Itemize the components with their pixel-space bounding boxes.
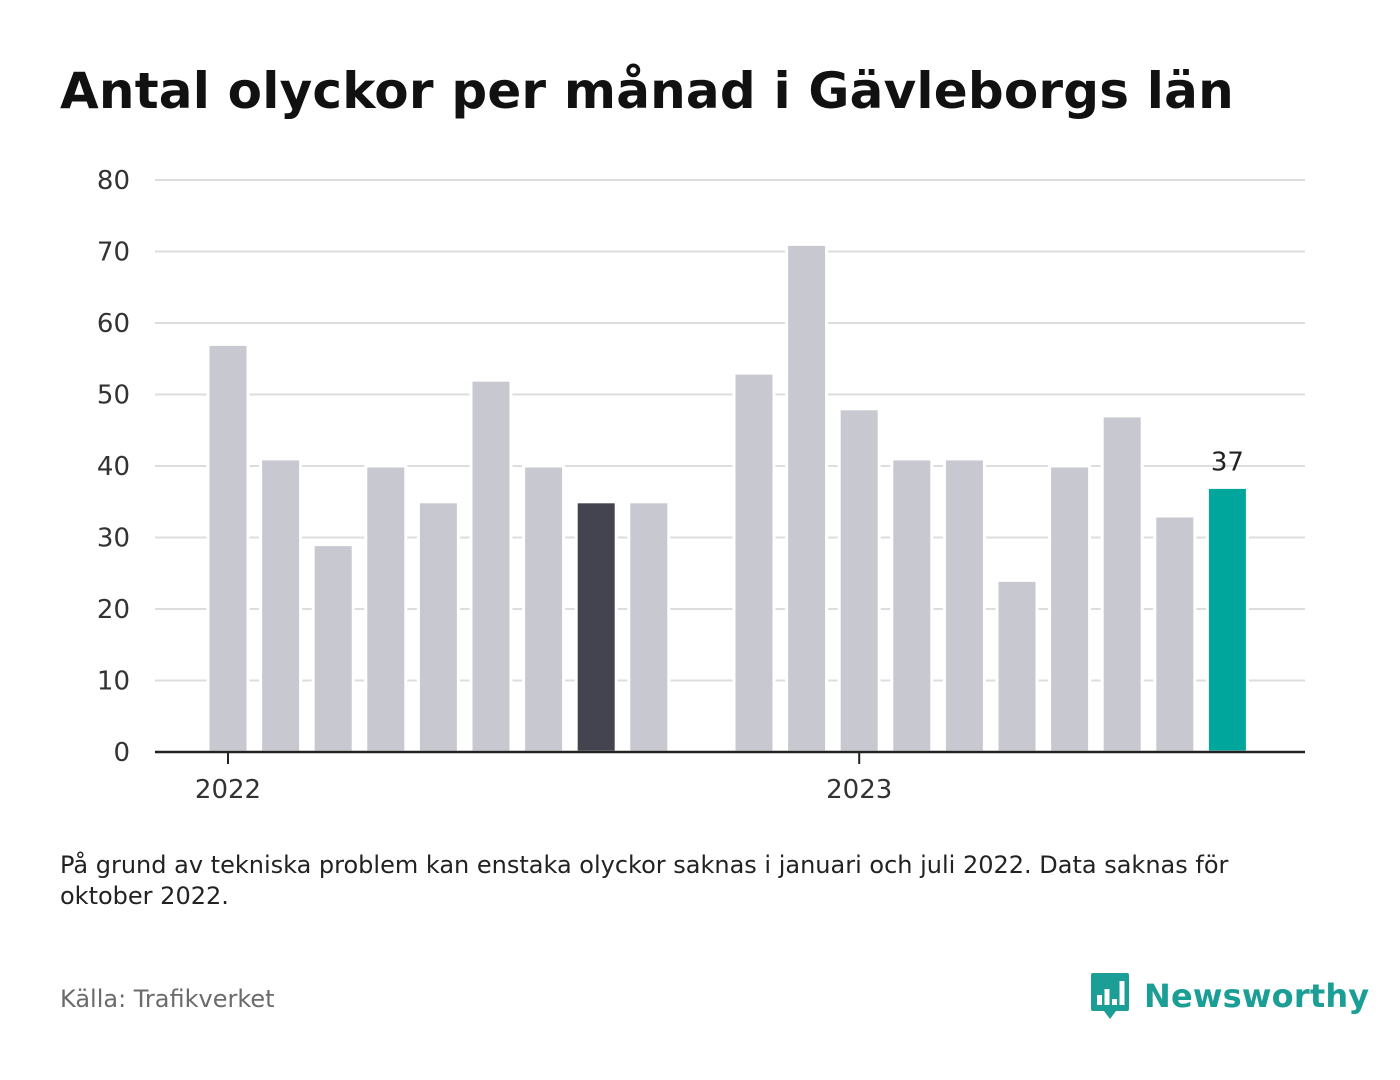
- x-tick-label: 2022: [195, 775, 261, 805]
- bar: [837, 407, 881, 754]
- bar: [942, 457, 986, 754]
- bar: [1048, 464, 1092, 754]
- bar: [1153, 514, 1197, 754]
- bar: [416, 500, 460, 754]
- brand-name: Newsworthy: [1144, 977, 1370, 1015]
- bar: [1100, 414, 1144, 754]
- bar: [732, 371, 776, 754]
- y-tick-label: 80: [97, 166, 130, 196]
- y-tick-label: 70: [97, 238, 130, 268]
- chart-note: På grund av tekniska problem kan enstaka…: [60, 851, 1229, 910]
- source-text: Källa: Trafikverket: [60, 985, 275, 1013]
- newsworthy-logo-icon: [1091, 973, 1129, 1019]
- bar: [890, 457, 934, 754]
- y-tick-label: 60: [97, 309, 130, 339]
- bar: [627, 500, 671, 754]
- bar: [522, 464, 566, 754]
- x-tick-label: 2023: [826, 775, 892, 805]
- bar-chart: 0 10 20 30 40 50 60 70 80 2022 2023 37: [97, 166, 1305, 805]
- bar: [311, 543, 355, 754]
- bar: [995, 578, 1039, 754]
- bar: [469, 378, 513, 754]
- bar: [259, 457, 303, 754]
- y-tick-label: 50: [97, 381, 130, 411]
- bar: [785, 242, 829, 754]
- data-label: 37: [1211, 447, 1244, 477]
- y-tick-label: 40: [97, 452, 130, 482]
- bar: [206, 342, 250, 754]
- y-tick-label: 20: [97, 595, 130, 625]
- bar: [364, 464, 408, 754]
- y-tick-label: 10: [97, 667, 130, 697]
- chart-title: Antal olyckor per månad i Gävleborgs län: [60, 62, 1234, 120]
- y-tick-label: 30: [97, 524, 130, 554]
- bar: [1205, 485, 1249, 754]
- brand-logo: Newsworthy: [1090, 970, 1369, 1022]
- y-tick-label: 0: [113, 738, 130, 768]
- bar: [574, 500, 618, 754]
